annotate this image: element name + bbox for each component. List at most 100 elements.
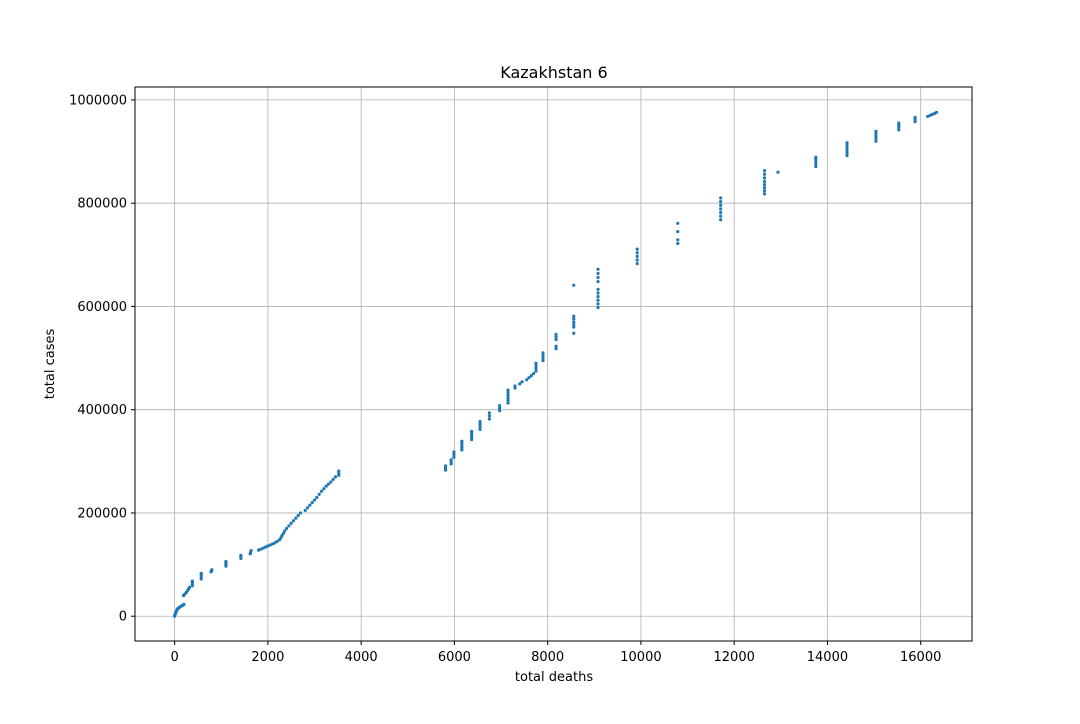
x-axis-ticks: 0 2000 4000 6000 8000 10000 12000 14000 16000 <box>170 641 941 665</box>
data-point <box>554 337 558 342</box>
x-tick-label: 2000 <box>251 650 284 665</box>
data-point <box>317 492 321 496</box>
data-point <box>498 409 502 413</box>
data-point <box>239 553 243 557</box>
data-point <box>322 487 326 491</box>
data-point <box>199 571 203 575</box>
data-point <box>315 495 319 500</box>
data-point <box>337 469 341 473</box>
data-point <box>596 287 600 291</box>
grid <box>135 87 972 641</box>
data-point <box>814 159 818 163</box>
data-point <box>333 475 338 479</box>
data-point <box>520 380 524 384</box>
data-point <box>541 359 545 363</box>
data-point <box>814 155 818 159</box>
data-point <box>635 251 639 255</box>
data-point <box>554 332 558 336</box>
data-point <box>596 305 600 310</box>
data-point <box>572 314 576 318</box>
data-point <box>298 511 303 515</box>
data-point <box>273 541 277 545</box>
data-point <box>319 489 324 493</box>
data-point <box>527 376 531 380</box>
data-point <box>275 539 279 543</box>
data-point <box>572 283 576 287</box>
data-point <box>506 393 510 397</box>
data-point <box>762 192 767 196</box>
data-point <box>291 519 296 523</box>
data-point <box>305 506 310 510</box>
data-point <box>498 406 502 410</box>
data-point <box>487 411 491 415</box>
data-point <box>532 371 536 376</box>
data-point <box>449 458 453 462</box>
data-point <box>814 164 818 169</box>
data-point <box>596 267 600 271</box>
data-point <box>762 182 767 187</box>
data-point <box>534 361 538 365</box>
data-point <box>934 110 939 114</box>
data-point <box>506 391 510 395</box>
data-point <box>814 162 818 166</box>
data-point <box>554 347 558 351</box>
data-point <box>182 602 186 606</box>
data-point <box>676 229 680 234</box>
data-point <box>762 176 767 180</box>
x-tick-label: 10000 <box>620 650 661 665</box>
data-point <box>506 398 510 402</box>
data-point <box>534 369 538 373</box>
data-point <box>635 258 639 262</box>
data-point <box>635 261 639 266</box>
data-point <box>635 247 639 251</box>
y-tick-label: 200000 <box>77 506 127 521</box>
chart-title: Kazakhstan 6 <box>500 63 607 82</box>
data-point <box>676 238 680 242</box>
data-point <box>525 378 529 382</box>
x-tick-label: 4000 <box>345 650 378 665</box>
x-tick-label: 0 <box>170 650 178 665</box>
data-point <box>776 170 780 174</box>
data-point <box>443 464 448 468</box>
data-point <box>506 401 510 405</box>
data-point <box>296 513 300 518</box>
data-point <box>554 335 558 339</box>
data-point <box>572 331 576 335</box>
data-point <box>506 396 510 400</box>
data-point <box>289 521 293 525</box>
data-point <box>762 169 767 173</box>
data-point <box>845 146 849 150</box>
data-point <box>541 356 545 360</box>
data-point <box>224 559 228 564</box>
y-tick-label: 600000 <box>77 300 127 315</box>
data-point <box>554 344 558 348</box>
data-point <box>452 453 456 457</box>
data-point <box>190 579 194 583</box>
y-axis-label: total cases <box>43 329 58 400</box>
data-point <box>541 351 545 355</box>
data-point <box>518 382 522 386</box>
y-tick-label: 400000 <box>77 403 127 418</box>
data-point <box>210 568 214 572</box>
data-point <box>874 129 878 134</box>
data-point <box>281 532 285 536</box>
data-point <box>762 189 767 193</box>
x-tick-label: 6000 <box>438 650 471 665</box>
data-point <box>529 374 533 378</box>
data-point <box>719 203 723 207</box>
data-point <box>874 139 878 143</box>
plot-area-frame <box>134 86 973 642</box>
data-point <box>676 221 680 225</box>
x-axis-label: total deaths <box>515 670 593 685</box>
data-point <box>762 186 767 190</box>
data-point <box>596 291 600 295</box>
data-point <box>249 549 253 553</box>
data-point <box>478 422 482 426</box>
data-point <box>498 403 502 408</box>
data-point <box>572 317 576 321</box>
data-point <box>283 529 287 533</box>
data-point <box>187 585 192 589</box>
data-point <box>676 241 680 246</box>
